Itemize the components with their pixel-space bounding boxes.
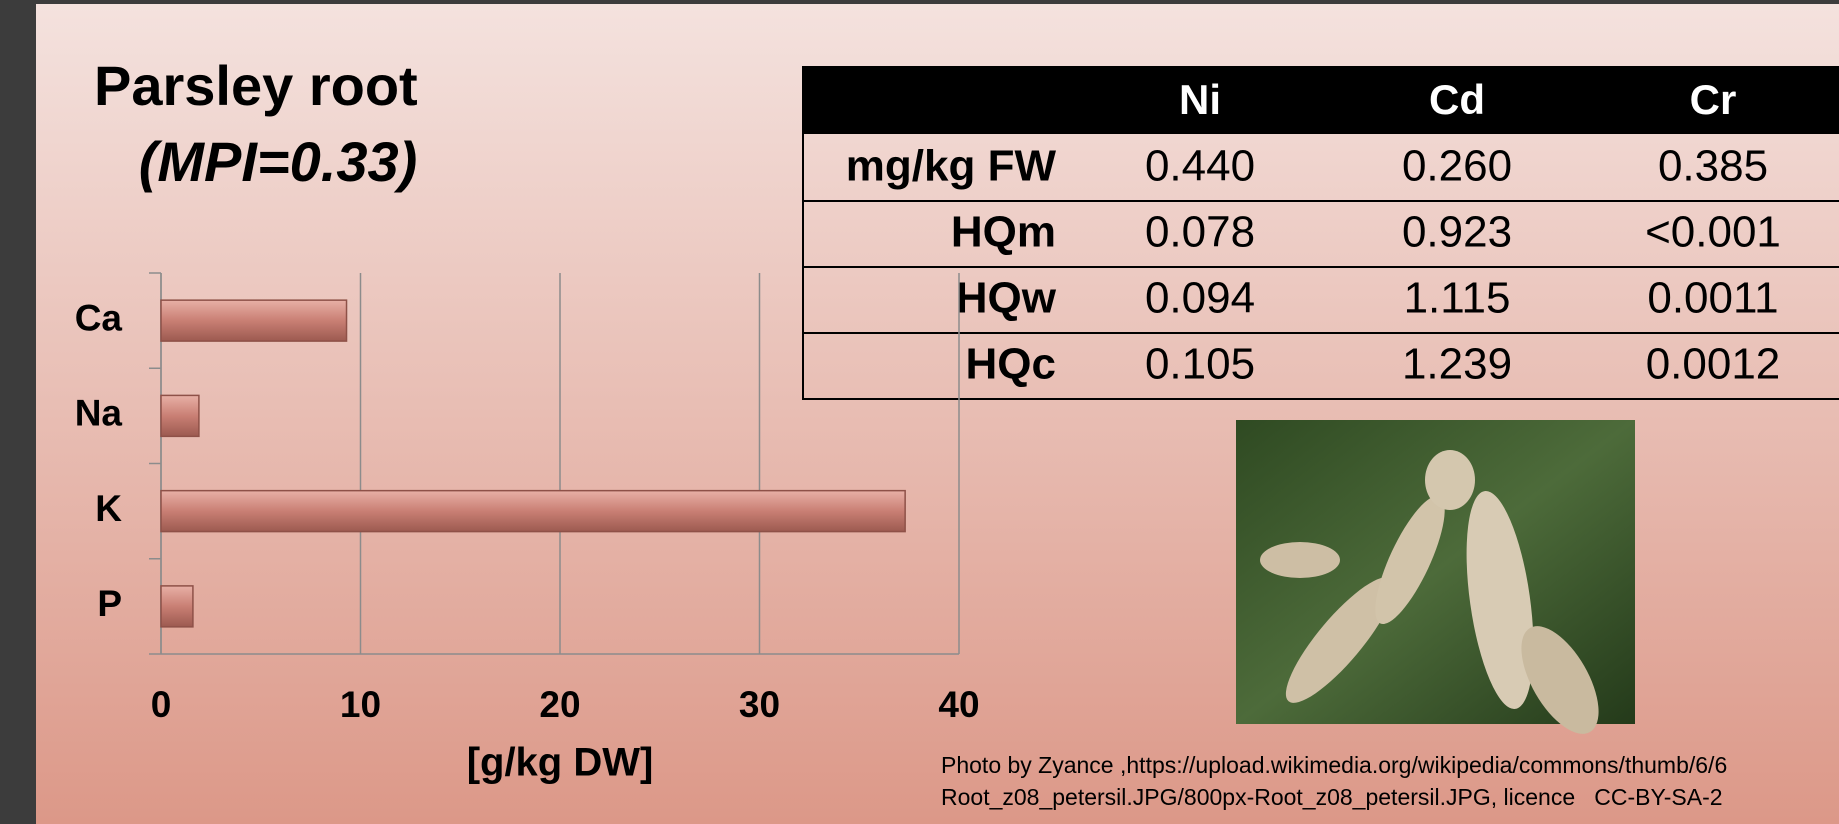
row-label: HQm [951, 208, 1056, 257]
y-tick-label: K [95, 488, 122, 529]
table-header [803, 67, 1839, 134]
column-header: Cd [1429, 76, 1485, 123]
slide: Parsley root (MPI=0.33) Ni Cd Cr mg/kg FW 0.… [0, 0, 1839, 824]
photo-root [1425, 450, 1475, 510]
x-tick-label: 30 [739, 684, 780, 725]
photo-caption: Photo by Zyance ,https://upload.wikimedi… [941, 752, 1727, 778]
subtitle: (MPI=0.33) [139, 130, 418, 193]
cell: 0.094 [1145, 274, 1255, 323]
row-label: mg/kg FW [846, 142, 1057, 191]
y-tick-label: P [97, 583, 122, 624]
cell: 0.0012 [1646, 340, 1781, 389]
column-header: Ni [1179, 76, 1221, 123]
x-axis-title: [g/kg DW] [467, 741, 654, 785]
photo-caption: Root_z08_petersil.JPG/800px-Root_z08_pet… [941, 784, 1723, 810]
cell: 0.923 [1402, 208, 1512, 257]
bar [161, 300, 347, 341]
x-tick-label: 20 [539, 684, 580, 725]
cell: 0.0011 [1647, 274, 1778, 323]
bar [161, 395, 199, 436]
x-tick-label: 0 [151, 684, 172, 725]
x-tick-label: 40 [938, 684, 979, 725]
cell: 0.078 [1145, 208, 1255, 257]
cell: 1.239 [1402, 340, 1512, 389]
cell: 0.260 [1402, 142, 1512, 191]
bar [161, 491, 905, 532]
cell: 0.105 [1145, 340, 1255, 389]
cell: 0.440 [1145, 142, 1255, 191]
photo-root [1260, 542, 1340, 578]
x-tick-label: 10 [340, 684, 381, 725]
y-tick-label: Na [75, 393, 123, 434]
column-header: Cr [1690, 76, 1737, 123]
page: Parsley root (MPI=0.33) Ni Cd Cr mg/kg FW 0.… [0, 0, 1839, 824]
row-label: HQc [966, 340, 1056, 389]
bar [161, 586, 193, 627]
cell: 0.385 [1658, 142, 1768, 191]
cell: 1.115 [1404, 274, 1511, 323]
row-label: HQw [956, 274, 1057, 323]
y-tick-label: Ca [75, 297, 123, 338]
title: Parsley root [94, 54, 418, 117]
cell: <0.001 [1645, 208, 1781, 257]
photo [1236, 420, 1635, 746]
